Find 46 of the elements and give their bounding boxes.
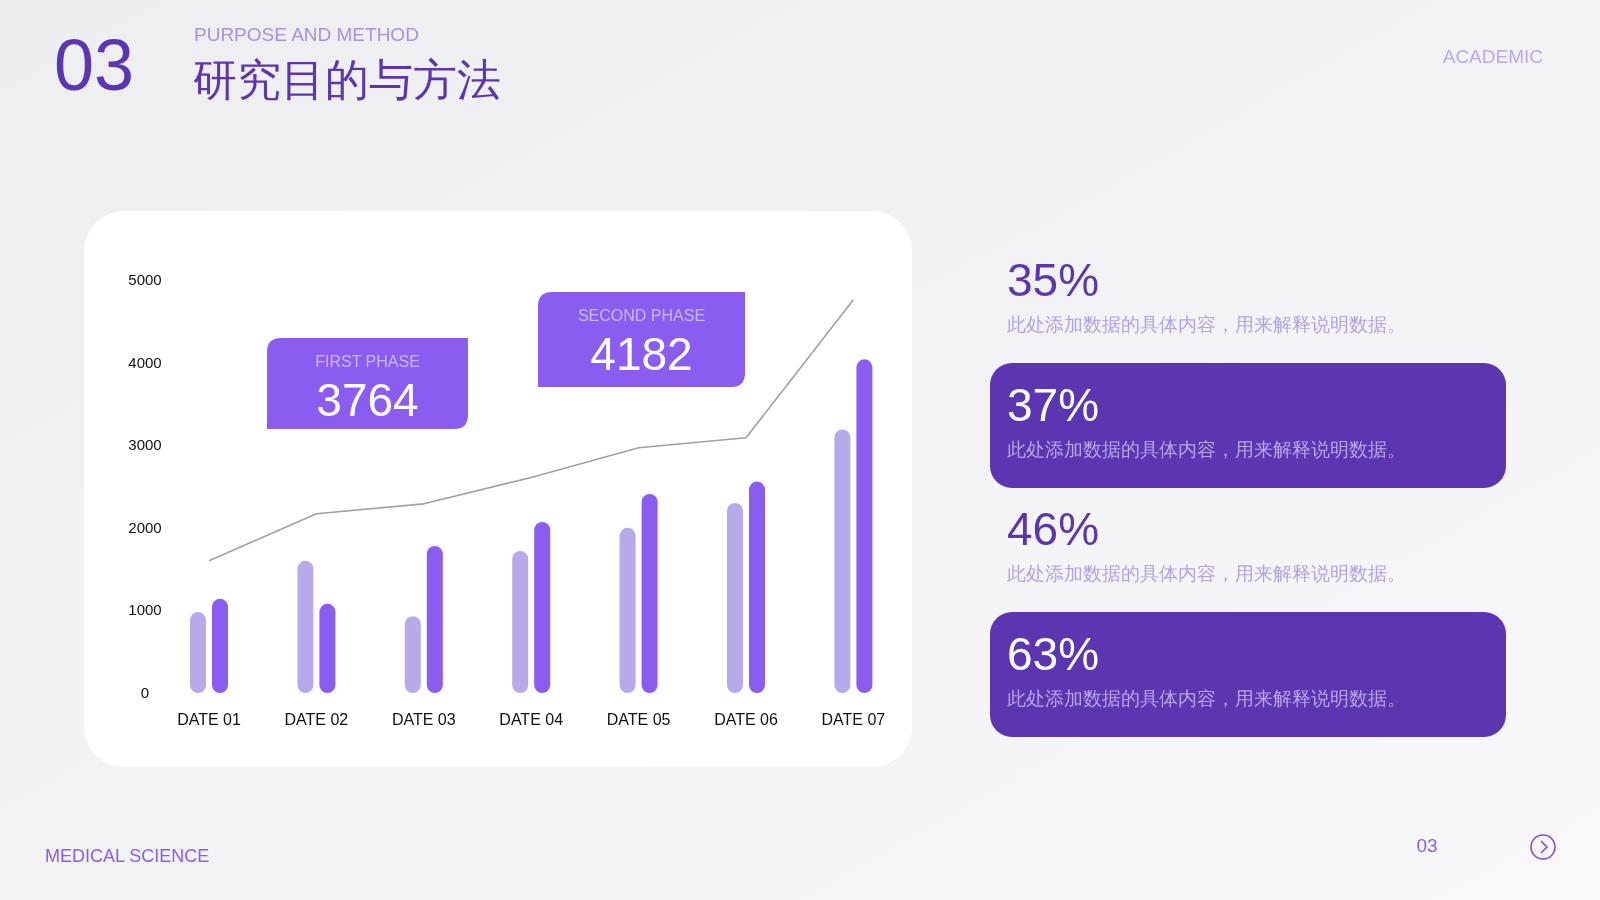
- y-tick-label: 0: [140, 684, 150, 701]
- text: 35%: [1007, 254, 1100, 306]
- y-tick-label: 2000: [128, 518, 162, 536]
- x-tick-label: DATE 07: [821, 711, 886, 728]
- bar: [212, 598, 228, 693]
- y-tick-label: 1000: [128, 601, 162, 619]
- bar: [404, 616, 421, 693]
- bar: [512, 550, 529, 693]
- bar: [749, 481, 765, 693]
- bar: [641, 493, 658, 693]
- annotation: 4182: [590, 328, 693, 380]
- bar: [426, 545, 443, 693]
- y-tick-label: 4000: [128, 353, 162, 371]
- x-tick-label: DATE 04: [499, 711, 564, 728]
- line-series: [208, 299, 855, 562]
- annotation: SECOND PHASE: [577, 307, 706, 324]
- chart-title: 研究目的与方法: [193, 55, 501, 104]
- bar: [856, 359, 873, 693]
- y-tick-label: 3000: [128, 436, 162, 454]
- bar: [190, 612, 206, 693]
- bar: [297, 560, 314, 693]
- text: MEDICAL SCIENCE: [45, 846, 210, 866]
- text: 此处添加数据的具体内容，用来解释说明数据。: [1007, 687, 1406, 709]
- bar: [727, 503, 743, 693]
- y-tick-label: 5000: [128, 271, 162, 288]
- chart-subtitle: PURPOSE AND METHOD: [194, 24, 419, 45]
- annotation: 3764: [316, 374, 419, 426]
- text: 46%: [1007, 503, 1100, 555]
- x-tick-label: DATE 02: [284, 711, 349, 728]
- text: 03: [1416, 835, 1438, 856]
- annotation: FIRST PHASE: [315, 353, 420, 370]
- text: 此处添加数据的具体内容，用来解释说明数据。: [1007, 563, 1406, 584]
- bar: [619, 527, 636, 693]
- text: 此处添加数据的具体内容，用来解释说明数据。: [1007, 438, 1406, 460]
- bar: [834, 429, 851, 693]
- x-tick-label: DATE 05: [606, 711, 671, 728]
- x-tick-label: DATE 03: [391, 711, 456, 728]
- text: 此处添加数据的具体内容，用来解释说明数据。: [1007, 314, 1406, 335]
- x-tick-label: DATE 01: [177, 711, 241, 728]
- bar: [534, 522, 551, 693]
- text: 37%: [1007, 378, 1100, 431]
- text: 03: [54, 25, 135, 105]
- x-tick-label: DATE 06: [714, 711, 778, 728]
- text: ACADEMIC: [1442, 46, 1543, 67]
- text: 63%: [1007, 627, 1100, 680]
- bar: [319, 603, 336, 693]
